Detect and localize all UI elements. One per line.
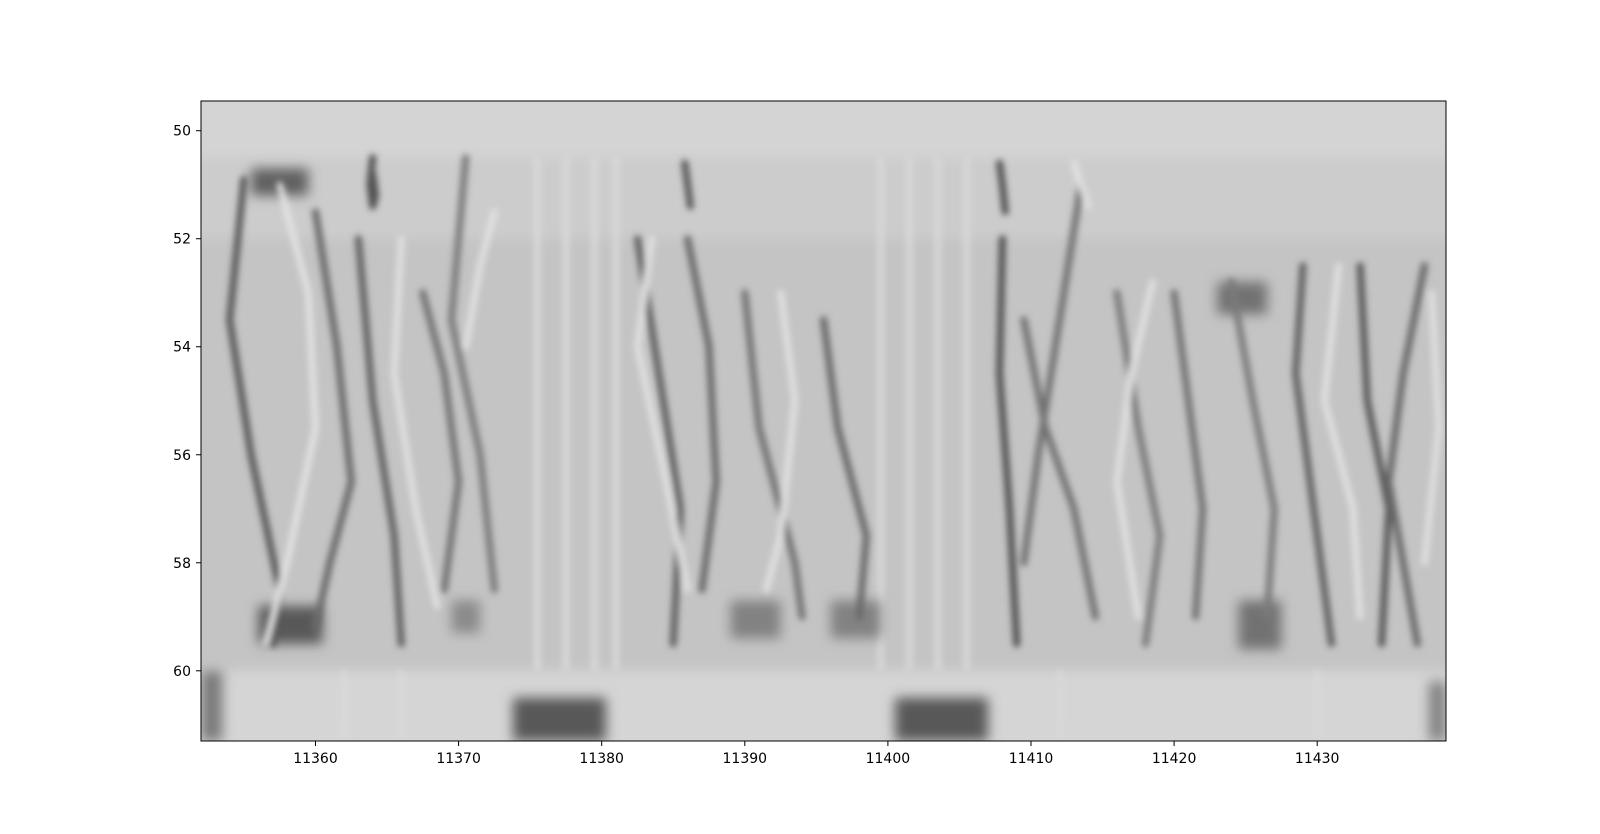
heatmap-dark-patch — [1217, 281, 1268, 315]
heatmap-stroke — [1113, 289, 1164, 648]
x-axis: 11360 11370 11380 11390 11400 11410 11420 11430 — [293, 741, 1339, 767]
heatmap-ridge — [1056, 670, 1063, 741]
heatmap-dark-patch — [895, 697, 989, 741]
x-tick-label: 11380 — [579, 751, 624, 767]
heatmap-dark-patch — [201, 670, 223, 741]
heatmap-stroke — [1321, 262, 1364, 620]
heatmap-stroke — [763, 289, 798, 593]
heatmap-ridge — [877, 157, 884, 671]
heatmap-stroke — [820, 316, 870, 621]
heatmap-stroke — [391, 235, 441, 609]
heatmap-band — [201, 157, 1446, 239]
heatmap-ridge — [906, 157, 913, 671]
heatmap-ridge — [534, 157, 541, 671]
y-tick-label: 58 — [173, 556, 191, 572]
heatmap-ridge — [1314, 670, 1321, 741]
heatmap-stroke — [1070, 160, 1092, 210]
y-tick-label: 54 — [173, 340, 191, 356]
x-tick-label: 11370 — [436, 751, 481, 767]
heatmap-stroke — [1356, 262, 1393, 648]
heatmap-stroke — [312, 208, 355, 632]
heatmap-stroke — [1385, 262, 1428, 648]
heatmap-stroke — [634, 235, 691, 593]
heatmap-stroke — [262, 181, 319, 647]
heatmap-stroke — [1020, 316, 1099, 621]
heatmap-stroke — [1113, 278, 1156, 620]
y-axis: 50 52 54 56 58 60 — [173, 124, 201, 680]
heatmap-dark-patch — [1428, 681, 1446, 741]
heatmap-stroke — [1292, 262, 1335, 648]
heatmap-ridges — [341, 157, 1321, 741]
heatmap-ridge — [934, 157, 941, 671]
x-tick-label: 11360 — [293, 751, 338, 767]
y-tick-label: 60 — [173, 664, 191, 680]
heatmap-dark-patch — [730, 600, 781, 639]
heatmap-stroke — [634, 235, 684, 648]
heatmap-dark-patch — [451, 600, 481, 633]
heatmap-stroke — [1020, 181, 1085, 567]
plot-area — [201, 101, 1446, 741]
heatmap-stroke — [419, 289, 463, 594]
heatmap-stroke — [1170, 289, 1207, 621]
heatmap-ridge — [963, 157, 970, 671]
x-tick-label: 11420 — [1152, 751, 1197, 767]
heatmap-stroke — [741, 289, 806, 621]
heatmap-ridge — [591, 157, 598, 671]
x-tick-label: 11430 — [1295, 751, 1340, 767]
heatmap-stroke — [366, 154, 380, 210]
heatmap-stroke — [1421, 289, 1442, 566]
heatmap-stroke — [462, 208, 498, 350]
x-tick-label: 11390 — [723, 751, 768, 767]
heatmap-band — [201, 101, 1446, 158]
heatmap-dark-patch — [512, 697, 606, 741]
heatmap-ridge — [613, 157, 619, 671]
x-tick-label: 11410 — [1009, 751, 1054, 767]
heatmap-stroke — [996, 235, 1021, 648]
heatmap-dark-patch — [830, 600, 881, 639]
heatmap-stroke — [996, 159, 1009, 216]
y-tick-label: 56 — [173, 448, 191, 464]
heatmap-stroke — [684, 235, 720, 594]
x-tick-label: 11400 — [866, 751, 911, 767]
heatmap-dark-patch — [1238, 600, 1282, 650]
heatmap-band — [201, 670, 1446, 741]
heatmap-ridge — [398, 670, 405, 741]
y-tick-label: 50 — [173, 124, 191, 140]
heatmap-strokes — [226, 154, 1442, 648]
heatmap-stroke — [354, 235, 405, 648]
y-tick-label: 52 — [173, 232, 191, 248]
heatmap-stroke — [681, 159, 694, 210]
heatmap-stroke — [447, 154, 498, 594]
heatmap-stroke — [1227, 278, 1278, 621]
heatmap-ridge — [562, 157, 569, 671]
axes-frame — [200, 100, 1447, 742]
heatmap-ridge — [341, 670, 348, 741]
